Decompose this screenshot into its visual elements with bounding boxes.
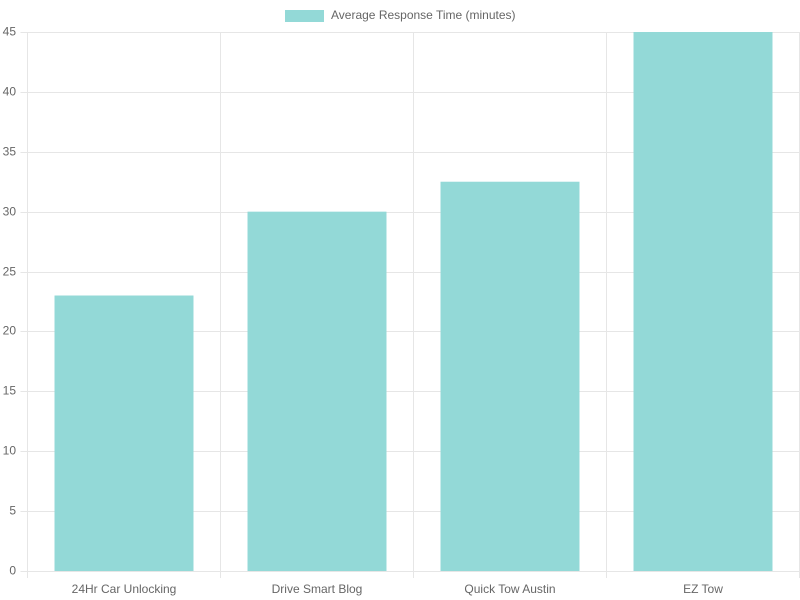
bar	[633, 32, 773, 571]
y-tick-label: 15	[3, 384, 17, 398]
y-tick-label: 5	[9, 504, 16, 518]
legend-swatch	[285, 10, 324, 22]
y-tick-label: 40	[3, 85, 17, 99]
y-tick-label: 0	[9, 564, 16, 578]
x-tick-label: 24Hr Car Unlocking	[72, 582, 177, 596]
bar	[440, 181, 580, 571]
y-tick-label: 10	[3, 444, 17, 458]
bar	[247, 211, 387, 571]
y-tick-label: 25	[3, 265, 17, 279]
y-tick-label: 20	[3, 324, 17, 338]
y-tick-label: 45	[3, 25, 17, 39]
x-tick-label: EZ Tow	[683, 582, 723, 596]
bar	[54, 295, 194, 571]
x-tick-label: Quick Tow Austin	[464, 582, 555, 596]
x-tick-label: Drive Smart Blog	[272, 582, 363, 596]
y-tick-label: 35	[3, 145, 17, 159]
y-tick-label: 30	[3, 205, 17, 219]
legend-label: Average Response Time (minutes)	[331, 8, 516, 22]
